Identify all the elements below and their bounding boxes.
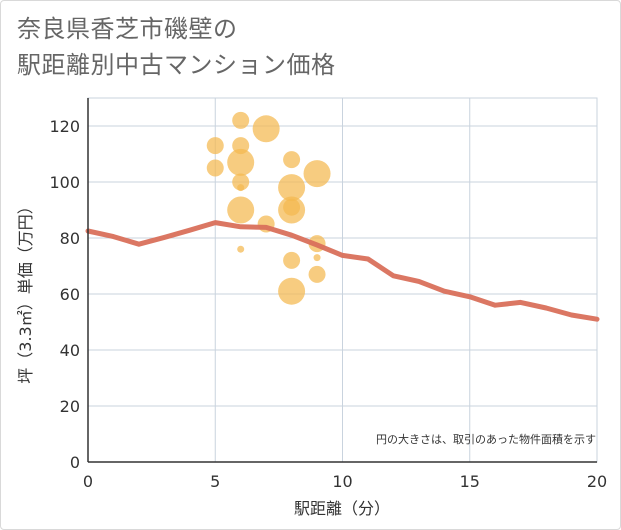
data-bubble bbox=[227, 148, 255, 176]
y-axis-title: 坪（3.3㎡）単価（万円） bbox=[16, 198, 35, 383]
x-tick-label: 10 bbox=[332, 472, 352, 491]
x-tick-label: 20 bbox=[587, 472, 607, 491]
data-bubble bbox=[252, 115, 280, 143]
x-axis-title: 駅距離（分） bbox=[294, 499, 390, 518]
y-tick-label: 0 bbox=[70, 453, 80, 472]
data-bubble bbox=[303, 160, 331, 188]
grid-layer bbox=[87, 97, 598, 463]
x-tick-label: 0 bbox=[83, 472, 93, 491]
data-bubble bbox=[308, 265, 326, 283]
y-tick-label: 60 bbox=[60, 285, 80, 304]
axis-layer bbox=[87, 98, 597, 463]
label-layer: 0 20 40 60 80 100 120 0 5 10 15 20 bbox=[49, 117, 607, 491]
bubble-layer bbox=[206, 111, 331, 305]
x-tick-label: 15 bbox=[460, 472, 480, 491]
average-price-line bbox=[85, 220, 600, 322]
y-tick-label: 80 bbox=[60, 229, 80, 248]
data-bubble bbox=[283, 151, 301, 169]
trend-layer bbox=[85, 220, 600, 322]
data-bubble bbox=[278, 277, 306, 305]
data-bubble bbox=[237, 245, 245, 253]
data-bubble bbox=[206, 159, 224, 177]
bubble-size-note: 円の大きさは、取引のあった物件面積を示す bbox=[376, 432, 596, 446]
x-tick-label: 5 bbox=[210, 472, 220, 491]
chart-title-line-1: 奈良県香芝市磯壁の bbox=[17, 15, 238, 43]
chart-title-line-2: 駅距離別中古マンション価格 bbox=[17, 51, 336, 79]
data-bubble bbox=[278, 196, 306, 224]
y-tick-label: 100 bbox=[49, 173, 80, 192]
data-bubble bbox=[283, 251, 301, 269]
y-tick-label: 20 bbox=[60, 397, 80, 416]
data-bubble bbox=[227, 196, 255, 224]
data-bubble bbox=[232, 111, 250, 129]
data-bubble bbox=[206, 137, 224, 155]
data-bubble bbox=[278, 174, 306, 202]
data-bubble bbox=[232, 173, 250, 191]
chart-title: 奈良県香芝市磯壁の 駅距離別中古マンション価格 bbox=[17, 11, 336, 83]
data-bubble bbox=[313, 254, 321, 262]
y-tick-label: 120 bbox=[49, 117, 80, 136]
data-bubble bbox=[237, 184, 245, 192]
y-tick-label: 40 bbox=[60, 341, 80, 360]
